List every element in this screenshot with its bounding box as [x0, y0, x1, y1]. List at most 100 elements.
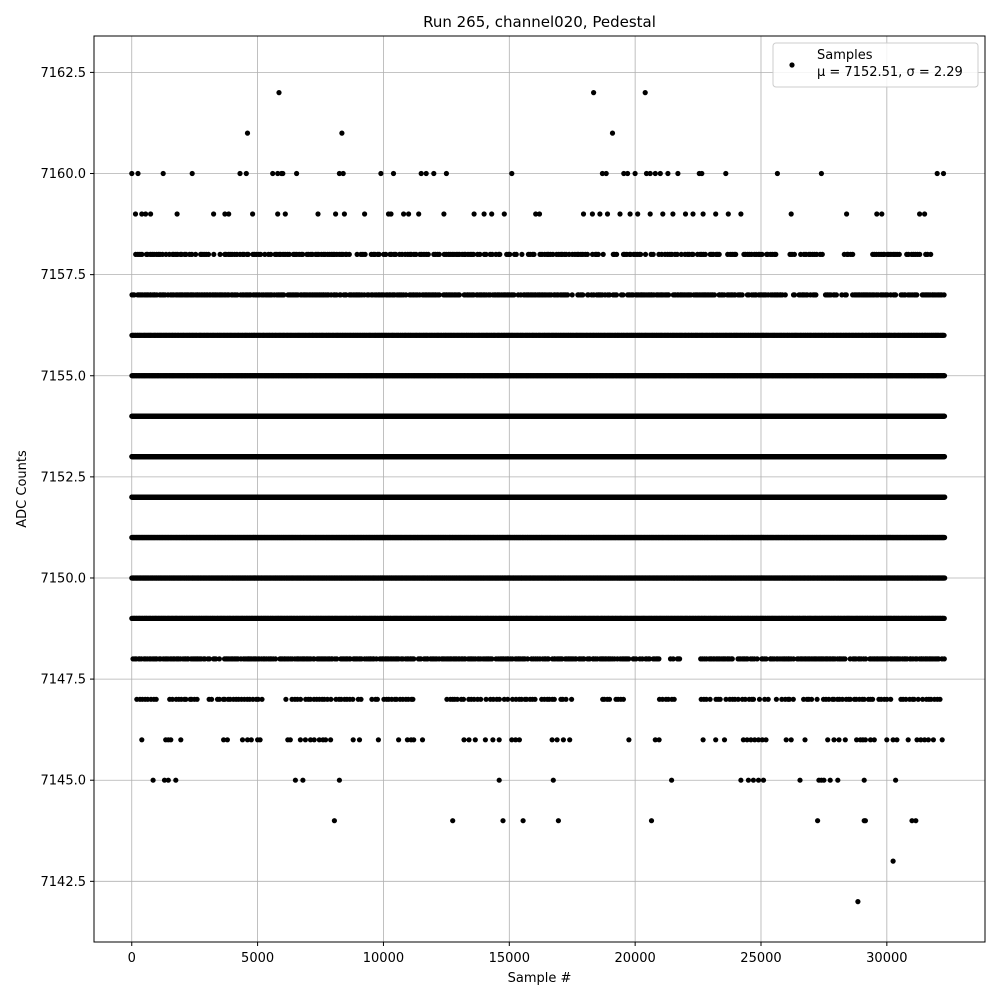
data-point — [244, 130, 251, 136]
data-point — [418, 170, 424, 177]
data-point — [132, 211, 139, 217]
data-point — [713, 211, 719, 217]
data-point — [294, 170, 300, 177]
data-point — [362, 251, 368, 257]
data-point — [879, 211, 885, 217]
data-point — [643, 170, 650, 177]
data-point — [531, 251, 537, 257]
data-point — [376, 251, 382, 257]
data-point — [941, 373, 948, 379]
data-point — [222, 211, 228, 217]
data-point — [584, 251, 591, 257]
data-point — [893, 292, 899, 298]
data-point — [519, 251, 525, 257]
data-point — [819, 251, 825, 257]
data-point — [300, 251, 306, 257]
data-point — [642, 90, 648, 96]
data-point — [699, 170, 705, 177]
data-point — [941, 292, 947, 298]
data-point — [773, 251, 779, 257]
data-point — [638, 251, 644, 257]
data-point — [315, 211, 321, 217]
data-point — [914, 292, 920, 298]
data-point — [597, 211, 603, 217]
data-point — [205, 251, 212, 257]
data-point — [390, 170, 397, 177]
data-point — [843, 292, 849, 298]
data-point — [652, 170, 658, 177]
data-point — [759, 251, 765, 257]
data-point — [818, 170, 825, 177]
data-point — [702, 251, 708, 257]
data-point — [443, 170, 449, 177]
data-point — [711, 292, 718, 298]
data-point — [507, 251, 513, 257]
data-point — [193, 251, 199, 257]
data-point — [595, 251, 601, 257]
data-point — [183, 251, 189, 257]
data-point — [139, 211, 145, 217]
data-point — [940, 170, 947, 177]
data-point — [647, 170, 653, 177]
data-point — [791, 292, 798, 298]
data-point — [471, 211, 477, 217]
data-point — [934, 170, 940, 177]
data-point — [268, 251, 274, 257]
data-point — [135, 170, 141, 177]
data-point — [436, 292, 442, 298]
data-point — [470, 251, 477, 257]
data-point — [174, 211, 180, 217]
data-point — [456, 292, 462, 298]
data-point — [874, 211, 880, 217]
data-point — [690, 211, 696, 217]
band-7155 — [129, 373, 948, 379]
data-point — [511, 292, 517, 298]
data-point — [917, 211, 923, 217]
data-point — [791, 251, 798, 257]
data-point — [393, 251, 399, 257]
data-point — [129, 170, 135, 177]
data-point — [733, 251, 739, 257]
data-point — [533, 211, 539, 217]
data-point — [383, 251, 389, 257]
data-point — [143, 211, 149, 217]
data-point — [620, 292, 626, 298]
data-point — [603, 170, 609, 177]
data-point — [341, 211, 347, 217]
data-point — [483, 251, 489, 257]
data-point — [513, 251, 519, 257]
data-point — [275, 211, 281, 217]
data-point — [416, 211, 422, 217]
data-point — [477, 251, 483, 257]
data-point — [401, 211, 407, 217]
data-point — [666, 292, 672, 298]
data-point — [647, 211, 653, 217]
data-point — [217, 251, 223, 257]
data-point — [286, 251, 292, 257]
data-point — [674, 251, 680, 257]
data-point — [270, 170, 276, 177]
data-point — [346, 251, 352, 257]
data-point — [670, 211, 676, 217]
data-point — [276, 90, 282, 96]
data-point — [275, 170, 281, 177]
data-point — [774, 170, 781, 177]
data-point — [211, 211, 217, 217]
data-point — [378, 170, 384, 177]
data-point — [690, 251, 696, 257]
data-point — [281, 292, 287, 298]
data-point — [665, 170, 671, 177]
data-point — [436, 251, 442, 257]
data-point — [813, 292, 819, 298]
data-point — [425, 251, 431, 257]
band-7159 — [132, 211, 928, 217]
data-point — [621, 170, 627, 177]
data-point — [580, 211, 587, 217]
data-point — [941, 332, 947, 338]
data-point — [250, 211, 256, 217]
data-point — [258, 251, 264, 257]
data-point — [388, 211, 394, 217]
data-point — [211, 251, 217, 257]
data-point — [509, 170, 515, 177]
